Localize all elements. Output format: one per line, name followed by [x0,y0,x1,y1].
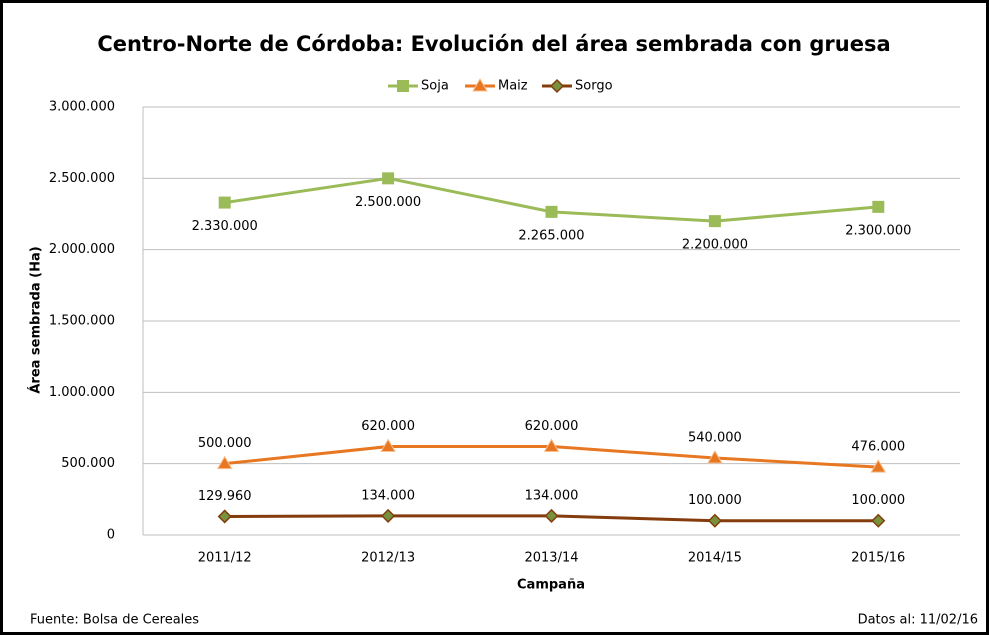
marker [380,438,396,453]
x-axis-label: Campaña [517,578,585,593]
y-tick-label: 1.500.000 [49,314,115,329]
marker [217,509,232,524]
marker [707,513,722,528]
marker [382,172,395,185]
data-label: 500.000 [198,436,252,451]
x-tick-label: 2015/16 [851,551,905,566]
marker [381,508,396,523]
date-note: Datos al: 11/02/16 [858,613,978,628]
source-note: Fuente: Bolsa de Cereales [30,613,199,628]
marker [545,205,558,218]
marker [472,78,488,92]
x-tick-label: 2011/12 [198,551,252,566]
marker [544,508,559,523]
chart-title: Centro-Norte de Córdoba: Evolución del á… [97,32,890,56]
data-label: 620.000 [361,419,415,434]
legend-label: Soja [421,79,449,94]
y-tick-label: 2.500.000 [49,171,115,186]
marker [543,438,560,453]
marker [397,80,409,92]
data-label: 540.000 [688,430,742,445]
data-label: 134.000 [361,488,415,503]
marker [871,513,886,528]
marker [549,78,565,94]
data-label: 476.000 [851,440,905,455]
data-label: 129.960 [198,489,252,504]
x-tick-label: 2014/15 [688,551,742,566]
x-tick-label: 2012/13 [361,551,415,566]
marker [216,455,233,470]
data-label: 2.500.000 [355,195,421,210]
y-tick-label: 1.000.000 [49,385,115,400]
x-tick-label: 2013/14 [524,551,578,566]
marker [870,459,887,473]
legend-label: Maiz [498,79,528,94]
marker [218,196,231,209]
data-label: 134.000 [525,488,579,503]
data-label: 100.000 [851,493,905,508]
marker [872,200,885,213]
data-label: 100.000 [688,493,742,508]
legend-label: Sorgo [575,79,613,94]
y-tick-label: 2.000.000 [49,242,115,257]
y-axis-label: Área sembrada (Ha) [28,246,44,393]
data-label: 2.300.000 [845,223,911,238]
marker [708,215,721,228]
data-label: 620.000 [525,419,579,434]
y-tick-label: 500.000 [61,456,115,471]
data-label: 2.200.000 [682,238,748,253]
data-label: 2.330.000 [192,219,258,234]
data-label: 2.265.000 [518,228,584,243]
y-tick-label: 0 [107,528,115,543]
y-tick-label: 3.000.000 [49,100,115,115]
marker [707,449,723,464]
